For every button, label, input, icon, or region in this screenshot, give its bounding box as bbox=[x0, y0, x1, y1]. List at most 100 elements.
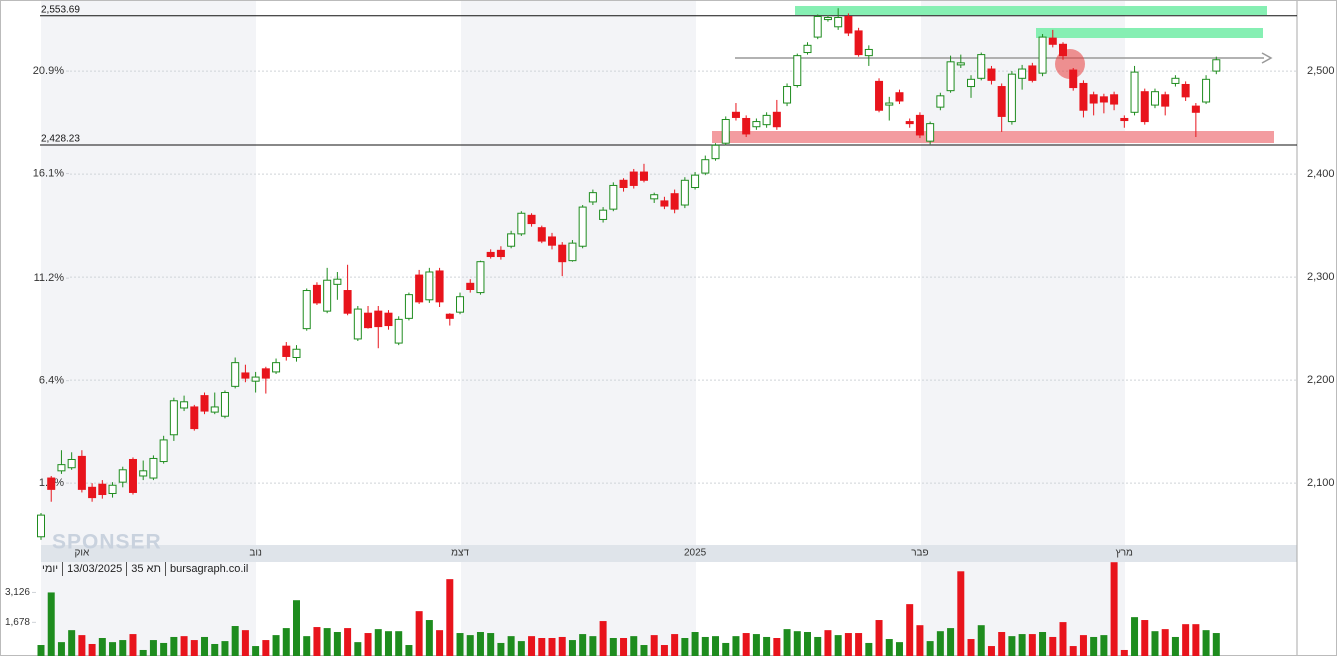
volume-bar bbox=[88, 643, 96, 656]
candle-body bbox=[476, 261, 485, 294]
candle-body bbox=[445, 313, 454, 319]
volume-bar bbox=[875, 620, 883, 656]
candle-body bbox=[548, 236, 556, 246]
volume-bar bbox=[47, 592, 55, 656]
candle-body bbox=[98, 483, 107, 496]
volume-bar bbox=[476, 632, 484, 656]
volume-bar bbox=[333, 632, 341, 656]
volume-bar bbox=[68, 630, 76, 656]
candle-body bbox=[834, 17, 843, 28]
volume-bar bbox=[947, 628, 955, 656]
candle-body bbox=[180, 401, 189, 409]
zones bbox=[712, 6, 1274, 143]
volume-bar bbox=[1079, 635, 1087, 656]
volume-bar bbox=[252, 646, 260, 656]
candle-body bbox=[128, 458, 137, 493]
volume-bar bbox=[579, 634, 587, 656]
candle-body bbox=[415, 274, 424, 303]
candle-body bbox=[435, 270, 444, 303]
candle-body bbox=[425, 271, 434, 301]
candle-body bbox=[37, 514, 45, 538]
y-tick-label: 2,100 bbox=[1307, 477, 1335, 489]
candle-body bbox=[568, 242, 577, 262]
candle-body bbox=[88, 486, 97, 499]
candle-body bbox=[639, 171, 648, 181]
candle-body bbox=[864, 48, 873, 57]
candle-body bbox=[292, 348, 301, 358]
volume-bar bbox=[916, 625, 924, 656]
volume-bar bbox=[691, 632, 699, 656]
level-label: 2,428.23 bbox=[41, 134, 80, 145]
candle-body bbox=[384, 312, 393, 327]
candle-body bbox=[374, 310, 383, 328]
volume-bar bbox=[742, 633, 750, 656]
candle-body bbox=[844, 15, 853, 34]
volume-bar bbox=[1008, 636, 1016, 656]
candle-body bbox=[77, 455, 86, 490]
candle-body bbox=[711, 144, 720, 160]
x-tick-label: אוק bbox=[74, 548, 89, 559]
level-label: 2,553.69 bbox=[41, 4, 80, 15]
volume-bar bbox=[599, 621, 607, 656]
candle-body bbox=[272, 362, 281, 373]
volume-bar bbox=[855, 633, 863, 656]
candle-body bbox=[1007, 73, 1016, 123]
candle-body bbox=[1150, 91, 1159, 106]
volume-bar bbox=[895, 642, 903, 656]
volume-bar bbox=[201, 636, 209, 656]
candle-body bbox=[537, 227, 546, 242]
candle-body bbox=[905, 121, 914, 125]
candle-body bbox=[47, 477, 56, 490]
x-tick-label: נוב bbox=[249, 548, 262, 559]
candle-body bbox=[578, 206, 587, 247]
volume-bar bbox=[936, 631, 944, 656]
footer-item: 13/03/2025 bbox=[62, 562, 126, 576]
volume-bar bbox=[517, 641, 525, 656]
candle-body bbox=[57, 464, 66, 472]
candle-body bbox=[1028, 65, 1037, 81]
candle-body bbox=[721, 119, 730, 144]
candle-body bbox=[67, 458, 76, 469]
volume-bar bbox=[1059, 622, 1067, 656]
volume-bar bbox=[752, 634, 760, 656]
candle-body bbox=[220, 392, 229, 417]
candle-body bbox=[261, 368, 270, 379]
volume-bar bbox=[814, 636, 822, 656]
volume-bar bbox=[446, 579, 454, 656]
candle-body bbox=[1038, 36, 1047, 74]
volume-bar bbox=[957, 571, 965, 656]
volume-bar bbox=[681, 638, 689, 656]
y-tick-label: 2,500 bbox=[1307, 65, 1335, 77]
candle-body bbox=[854, 30, 863, 56]
candle-body bbox=[783, 86, 792, 104]
candle-body bbox=[895, 92, 904, 102]
volume-bar bbox=[844, 633, 852, 656]
volume-bar bbox=[1018, 634, 1026, 656]
volume-bar bbox=[987, 646, 995, 656]
footer-item: תא 35 bbox=[126, 562, 165, 576]
candle-body bbox=[1079, 82, 1088, 111]
candle-body bbox=[1181, 83, 1190, 98]
volume-bar bbox=[303, 636, 311, 656]
candle-body bbox=[200, 395, 209, 412]
candle-body bbox=[507, 233, 516, 247]
candle-body bbox=[813, 15, 822, 38]
candle-body bbox=[1161, 94, 1170, 107]
y-tick-label: 2,300 bbox=[1307, 271, 1335, 283]
candle-body bbox=[312, 284, 321, 304]
volume-bar bbox=[977, 625, 985, 656]
candle-body bbox=[926, 123, 935, 142]
candle-body bbox=[742, 117, 751, 135]
candle-body bbox=[282, 345, 291, 357]
y2-tick-label: 11.2% bbox=[34, 272, 65, 284]
candle-body bbox=[915, 114, 924, 136]
volume-bar bbox=[1182, 624, 1190, 656]
volume-bar bbox=[998, 632, 1006, 656]
candle-body bbox=[803, 44, 812, 54]
volume-bar bbox=[1110, 562, 1118, 656]
candle-body bbox=[1110, 94, 1119, 105]
candle-body bbox=[302, 290, 311, 330]
candle-body bbox=[394, 318, 403, 344]
volume-bar bbox=[630, 636, 638, 656]
candle-body bbox=[660, 200, 669, 207]
